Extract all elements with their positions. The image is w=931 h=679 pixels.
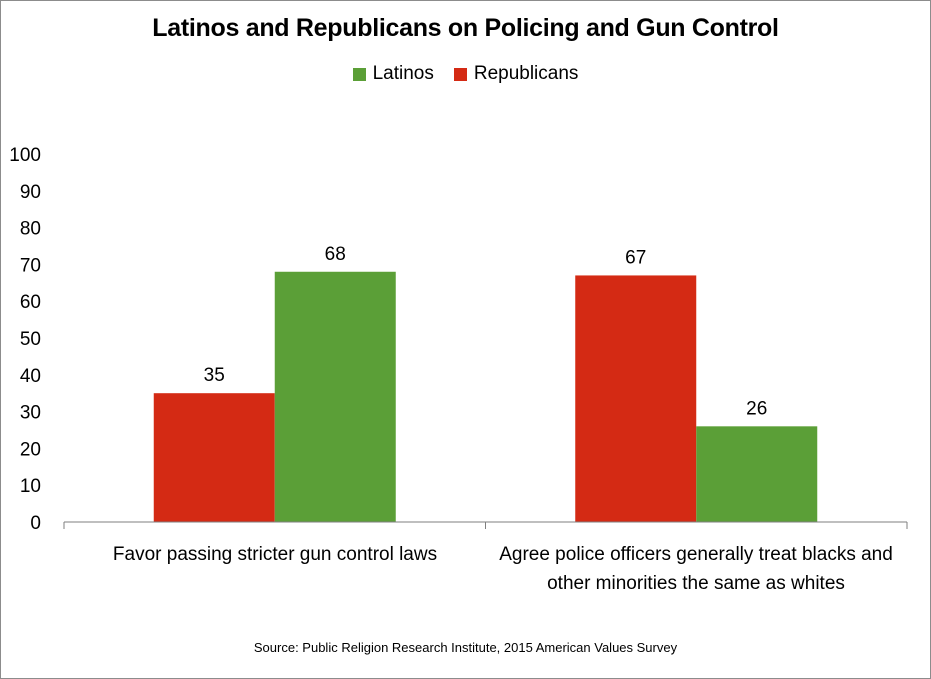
- y-tick-label-70: 70: [20, 255, 41, 276]
- legend-swatch-republicans: [453, 67, 467, 81]
- y-tick-label-50: 50: [20, 329, 41, 350]
- legend: Latinos Republicans: [0, 63, 931, 85]
- chart-title: Latinos and Republicans on Policing and …: [152, 14, 779, 42]
- data-label-latinos-0: 68: [325, 244, 346, 265]
- y-tick-label-10: 10: [20, 476, 41, 497]
- y-tick-label-80: 80: [20, 219, 41, 240]
- y-tick-label-30: 30: [20, 403, 41, 424]
- data-label-republicans-1: 67: [625, 247, 646, 268]
- x-category-label-police: Agree police officers generally treat bl…: [499, 544, 893, 594]
- bar-republicans-0: [153, 393, 275, 522]
- source-note: Source: Public Religion Research Institu…: [253, 640, 678, 655]
- legend-item-republicans: Republicans: [453, 63, 579, 85]
- y-tick-label-40: 40: [20, 366, 41, 387]
- legend-swatch-latinos: [352, 67, 366, 81]
- x-category-label-gun-control: Favor passing stricter gun control laws: [112, 544, 438, 565]
- legend-item-latinos: Latinos: [352, 63, 434, 85]
- y-tick-label-0: 0: [30, 513, 41, 534]
- y-tick-label-100: 100: [9, 145, 41, 166]
- y-tick-label-20: 20: [20, 439, 41, 460]
- y-tick-label-60: 60: [20, 292, 41, 313]
- legend-label-republicans: Republicans: [473, 63, 579, 84]
- bar-latinos-0: [274, 271, 396, 522]
- y-tick-label-90: 90: [20, 182, 41, 203]
- legend-label-latinos: Latinos: [372, 63, 434, 84]
- data-label-republicans-0: 35: [204, 365, 225, 386]
- data-label-latinos-1: 26: [746, 398, 767, 419]
- bar-latinos-1: [696, 426, 818, 522]
- bar-republicans-1: [575, 275, 697, 522]
